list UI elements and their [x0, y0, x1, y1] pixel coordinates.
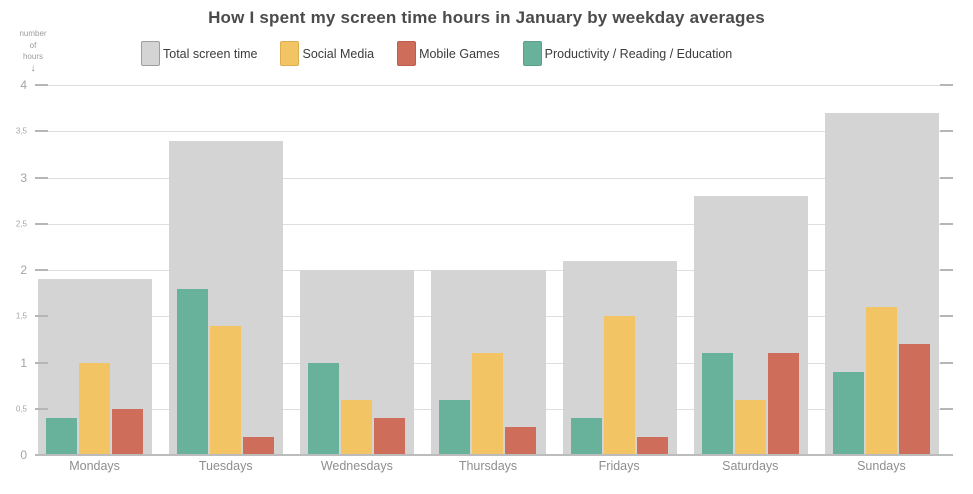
- left-tick-mark: [35, 222, 48, 225]
- bar-mobile-games: [636, 436, 668, 455]
- bar-productivity-reading-education: [570, 418, 602, 455]
- y-tick-label: 2: [20, 263, 27, 277]
- bar-productivity-reading-education: [439, 399, 471, 455]
- right-tick-mark: [940, 84, 953, 86]
- chart-title: How I spent my screen time hours in Janu…: [208, 8, 765, 27]
- y-tick-label: 1,5: [15, 311, 27, 321]
- legend-swatch-social-media: [280, 41, 300, 66]
- legend-swatch-productivity-reading-education: [522, 41, 542, 66]
- y-tick-label: 0: [20, 448, 27, 462]
- x-axis-label-wednesdays: Wednesdays: [320, 459, 393, 473]
- y-axis-caption-line: number: [19, 29, 47, 38]
- y-tick-label: 2,5: [15, 219, 27, 229]
- left-tick-mark: [35, 407, 48, 410]
- y-tick-label: 1: [20, 355, 27, 370]
- right-tick-mark: [940, 407, 953, 410]
- bar-mobile-games: [767, 353, 799, 455]
- left-tick-mark: [35, 269, 48, 271]
- left-tick-mark: [35, 315, 48, 318]
- bar-mobile-games: [374, 418, 406, 455]
- y-tick-label: 3: [20, 170, 27, 185]
- bar-group-wednesdays: [297, 85, 428, 455]
- legend-item-productivity-reading-education: Productivity / Reading / Education: [522, 41, 733, 66]
- gridline-2-5: [35, 223, 953, 225]
- bar-social-media: [472, 353, 504, 455]
- bar-productivity-reading-education: [701, 353, 733, 455]
- right-tick-mark: [940, 222, 953, 225]
- right-tick-mark: [940, 130, 953, 133]
- x-axis-label-sundays: Sundays: [857, 459, 906, 473]
- legend-item-total-screen-time: Total screen time: [141, 41, 257, 66]
- left-tick-mark: [35, 361, 48, 364]
- gridline-4: [35, 85, 953, 86]
- legend-item-mobile-games: Mobile Games: [397, 41, 500, 66]
- left-tick-mark: [35, 84, 48, 86]
- y-axis-caption-line: of: [29, 40, 37, 50]
- down-arrow-icon: ↓: [30, 62, 36, 74]
- right-tick-mark: [940, 361, 953, 364]
- plot-area: [35, 84, 953, 456]
- x-axis-label-thursdays: Thursdays: [458, 459, 518, 473]
- x-axis-label-tuesdays: Tuesdays: [198, 459, 253, 473]
- right-tick-mark: [940, 269, 953, 271]
- legend-swatch-mobile-games: [397, 41, 417, 66]
- left-tick-mark: [35, 130, 48, 133]
- y-tick-label: 4: [20, 78, 27, 92]
- bar-group-thursdays: [428, 85, 559, 455]
- bar-mobile-games: [505, 427, 537, 455]
- legend-swatch-total-screen-time: [141, 41, 160, 66]
- x-axis-line: [35, 454, 953, 456]
- chart-legend: Total screen time Social Media Mobile Game…: [141, 41, 732, 66]
- gridline-3-5: [35, 131, 953, 133]
- bar-social-media: [734, 399, 766, 455]
- bar-group-saturdays: [691, 85, 822, 455]
- bar-mobile-games: [112, 408, 143, 455]
- bar-social-media: [865, 307, 897, 455]
- x-axis-label-fridays: Fridays: [598, 459, 640, 473]
- bar-group-tuesdays: [166, 85, 297, 455]
- bar-group-sundays: [822, 85, 953, 455]
- left-tick-mark: [35, 176, 48, 179]
- bar-social-media: [210, 325, 242, 455]
- y-tick-label: 3,5: [15, 126, 27, 136]
- right-tick-mark: [940, 176, 953, 179]
- legend-label: Mobile Games: [419, 46, 500, 61]
- legend-label: Social Media: [302, 46, 375, 61]
- bar-mobile-games: [898, 344, 930, 455]
- legend-label: Productivity / Reading / Education: [544, 46, 733, 61]
- bar-social-media: [603, 316, 635, 455]
- x-axis-label-saturdays: Saturdays: [722, 459, 779, 473]
- bar-productivity-reading-education: [308, 362, 340, 455]
- bar-productivity-reading-education: [177, 288, 209, 455]
- right-tick-mark: [940, 315, 953, 318]
- bar-groups: [35, 85, 953, 455]
- bar-mobile-games: [243, 436, 275, 455]
- bar-social-media: [79, 362, 110, 455]
- bar-group-mondays: [35, 85, 166, 455]
- gridline-3: [35, 177, 953, 179]
- bar-productivity-reading-education: [46, 418, 77, 455]
- y-axis-caption-line: hours: [22, 52, 43, 61]
- y-tick-label: 0,5: [15, 404, 27, 414]
- bar-group-fridays: [560, 85, 691, 455]
- bar-social-media: [341, 399, 373, 455]
- legend-item-social-media: Social Media: [280, 41, 374, 66]
- legend-label: Total screen time: [163, 46, 258, 61]
- y-axis-label: number of hours ↓: [8, 28, 58, 74]
- x-axis-category-labels: Mondays Tuesdays Wednesdays Thursdays Friday…: [35, 459, 953, 473]
- x-axis-label-mondays: Mondays: [69, 459, 120, 473]
- y-axis-tick-labels: 0 0,5 1 1,5 2 2,5 3 3,5 4: [0, 78, 30, 462]
- bar-productivity-reading-education: [832, 371, 864, 455]
